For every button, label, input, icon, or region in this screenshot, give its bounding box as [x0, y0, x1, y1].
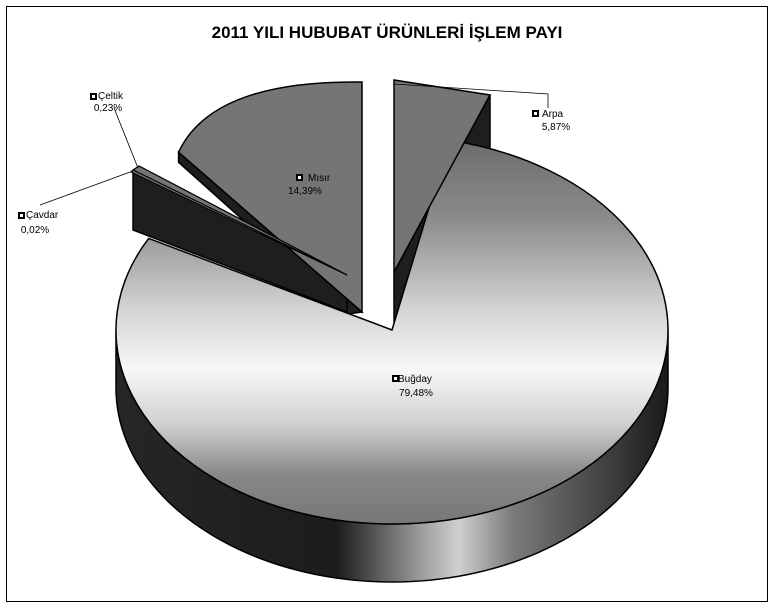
value-label-celtik: 0,23% [94, 103, 122, 114]
value-label-misir: 14,39% [288, 186, 322, 197]
label-arpa: Arpa [542, 109, 564, 120]
legend-key-inner-arpa [534, 112, 537, 115]
legend-key-inner-bugday [394, 377, 397, 380]
legend-key-inner-celtik [92, 95, 95, 98]
legend-key-inner-misir [298, 176, 301, 179]
leader-arpa [393, 83, 549, 108]
value-label-bugday: 79,48% [399, 388, 433, 399]
legend-key-inner-cavdar [20, 214, 23, 217]
chart-title: 2011 YILI HUBUBAT ÜRÜNLERİ İŞLEM PAYI [211, 23, 563, 42]
label-bugday: Buğday [398, 374, 432, 385]
slice-bugday [115, 139, 669, 525]
leader-cavdar [39, 170, 134, 206]
slice-misir [177, 81, 363, 314]
value-label-arpa: 5,87% [542, 122, 570, 133]
label-cavdar: Çavdar [26, 210, 59, 221]
leader-celtik [113, 107, 139, 169]
label-celtik: Çeltik [98, 91, 124, 102]
value-label-cavdar: 0,02% [21, 225, 49, 236]
label-misir: Mısır [308, 173, 331, 184]
